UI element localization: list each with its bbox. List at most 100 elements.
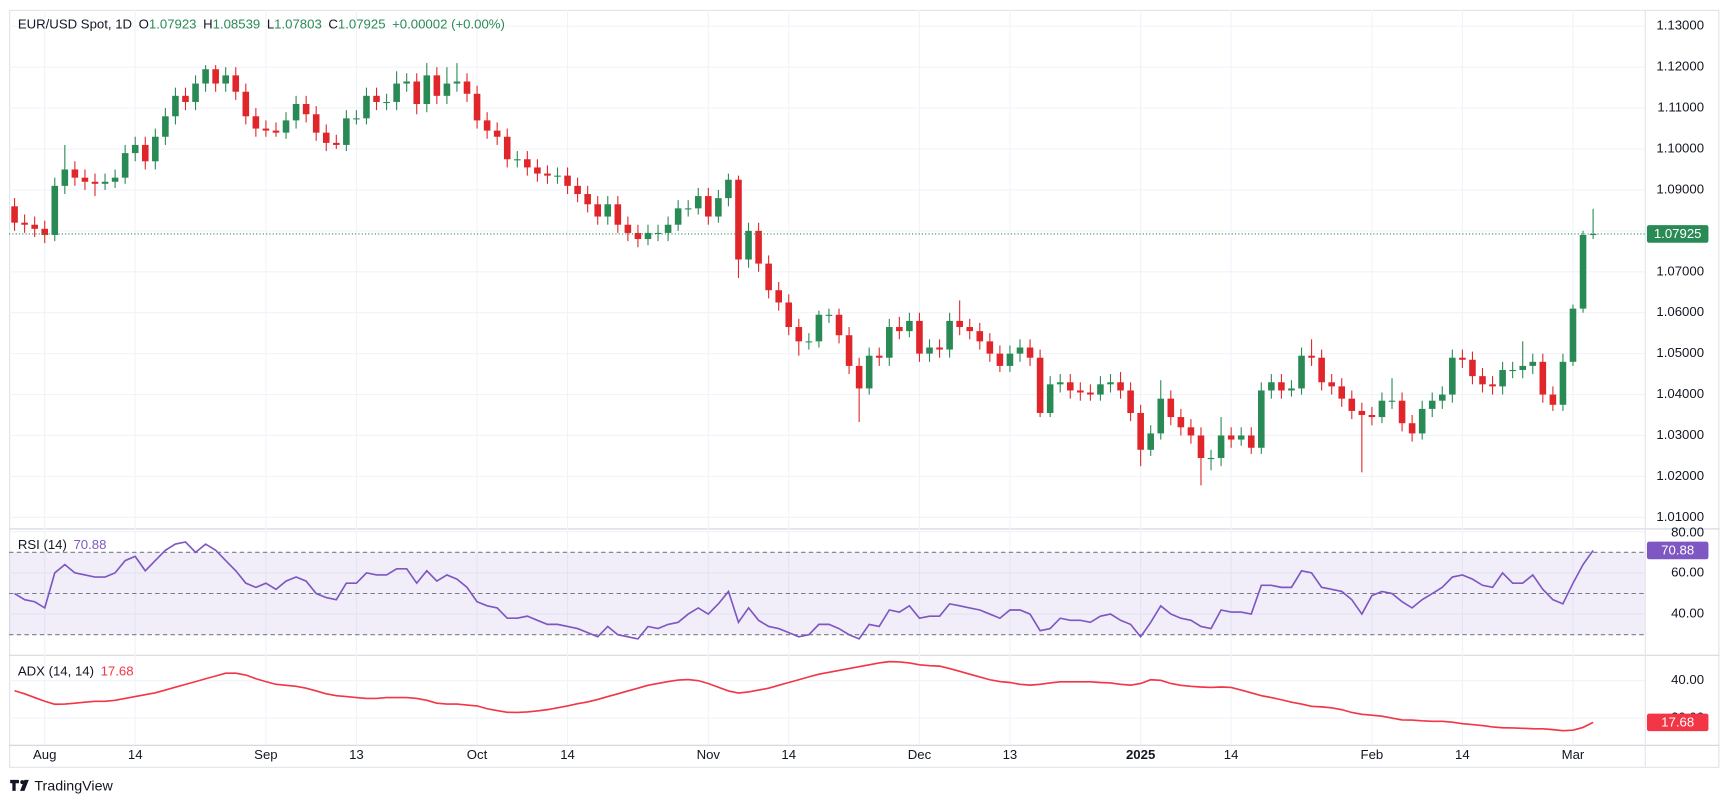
candle-body (634, 232, 642, 240)
candle-body (976, 331, 984, 342)
candle-body (363, 95, 370, 119)
candle-body (644, 232, 652, 240)
candle-body (1569, 308, 1577, 362)
x-tick-label: 14 (781, 747, 796, 762)
candle-body (162, 116, 169, 137)
candle-body (1036, 357, 1044, 413)
x-tick-label: Dec (908, 747, 932, 762)
candle-body (1056, 382, 1064, 385)
candle-body (936, 347, 943, 350)
candle-body (594, 204, 602, 217)
candle-body (725, 179, 732, 199)
y-tick-label: 1.11000 (1657, 100, 1704, 115)
candle-body (121, 153, 129, 178)
indicator-value: 70.88 (73, 537, 106, 552)
candle-body (996, 353, 1004, 366)
candle-body (513, 159, 521, 161)
candle-body (1328, 382, 1335, 387)
candle-body (1167, 398, 1175, 418)
indicator-value-label: 70.88 (1661, 543, 1694, 558)
candle-body (906, 320, 913, 332)
candle-body (745, 230, 752, 260)
ohlc-value: 1.07925 (338, 17, 386, 32)
candle-body (152, 136, 159, 162)
candle-body (61, 169, 69, 186)
candle-body (21, 222, 28, 225)
x-tick-label: Nov (697, 747, 721, 762)
candle-body (1398, 400, 1406, 424)
change: +0.00002 (+0.00%) (392, 17, 505, 32)
candle-body (1217, 435, 1225, 458)
candle-body (1197, 435, 1205, 458)
candle-body (1449, 357, 1456, 395)
candle-body (453, 81, 461, 84)
indicator-title: RSI (14) (18, 537, 67, 552)
x-tick-label: Aug (33, 747, 56, 762)
candle-body (1026, 347, 1034, 358)
candle-body (1519, 365, 1527, 371)
candle-body (584, 194, 591, 205)
candle-body (403, 81, 410, 84)
candle-body (1358, 410, 1366, 416)
y-tick-label: 1.12000 (1656, 59, 1704, 74)
candle-body (855, 365, 863, 389)
candle-body (1227, 435, 1235, 440)
candle-body (1187, 427, 1195, 436)
ohlc-key: H (203, 17, 213, 32)
candle-body (875, 355, 883, 358)
candle-body (1529, 361, 1537, 366)
candle-body (101, 181, 109, 184)
candle-body (916, 320, 923, 354)
indicator-value-label: 17.68 (1661, 714, 1694, 729)
y-tick-label: 1.03000 (1656, 427, 1704, 442)
candle-body (1459, 357, 1466, 360)
candle-body (473, 93, 481, 121)
candle-body (81, 177, 89, 182)
candle-body (1469, 359, 1476, 377)
candle-body (694, 196, 702, 209)
candle-body (51, 185, 59, 235)
candle-body (614, 204, 622, 225)
candle-body (795, 327, 803, 342)
candle-body (805, 341, 813, 343)
candle-body (1589, 233, 1597, 236)
candle-body (1579, 234, 1587, 309)
candle-body (1177, 417, 1185, 428)
candle-body (141, 144, 149, 162)
y-tick-label: 1.13000 (1656, 18, 1704, 33)
x-tick-label: 14 (560, 747, 575, 762)
symbol-title: EUR/USD Spot, 1D (18, 17, 132, 32)
candle-body (1016, 347, 1024, 354)
candle-body (503, 136, 511, 160)
indicator-line (14, 660, 1594, 732)
candle-body (1308, 355, 1315, 358)
candle-body (1117, 382, 1124, 391)
candle-body (1428, 400, 1436, 409)
candle-body (413, 81, 421, 105)
y-tick-label: 40.00 (1671, 672, 1704, 687)
candle-body (192, 83, 199, 102)
x-tick-label: 13 (349, 747, 364, 762)
candle-body (1298, 355, 1305, 389)
marks (9, 63, 1645, 732)
candle-body (252, 116, 260, 129)
candle-body (242, 91, 250, 117)
x-tick-label: Oct (467, 747, 488, 762)
x-tick-label: 14 (1455, 747, 1470, 762)
candle-body (71, 169, 79, 178)
candle-body (1147, 433, 1155, 450)
ohlc-value: 1.08539 (213, 17, 261, 32)
candle-body (524, 159, 531, 168)
candle-body (272, 130, 280, 133)
candle-body (433, 75, 441, 96)
candle-body (785, 302, 793, 328)
candle-body (986, 341, 994, 354)
candle-body (825, 314, 833, 316)
candle-body (1368, 415, 1376, 418)
candle-body (343, 118, 350, 145)
x-tick-label: Mar (1562, 747, 1585, 762)
footer-brand: TradingView (34, 778, 113, 794)
candle-body (1539, 361, 1547, 395)
candle-body (1237, 435, 1245, 440)
